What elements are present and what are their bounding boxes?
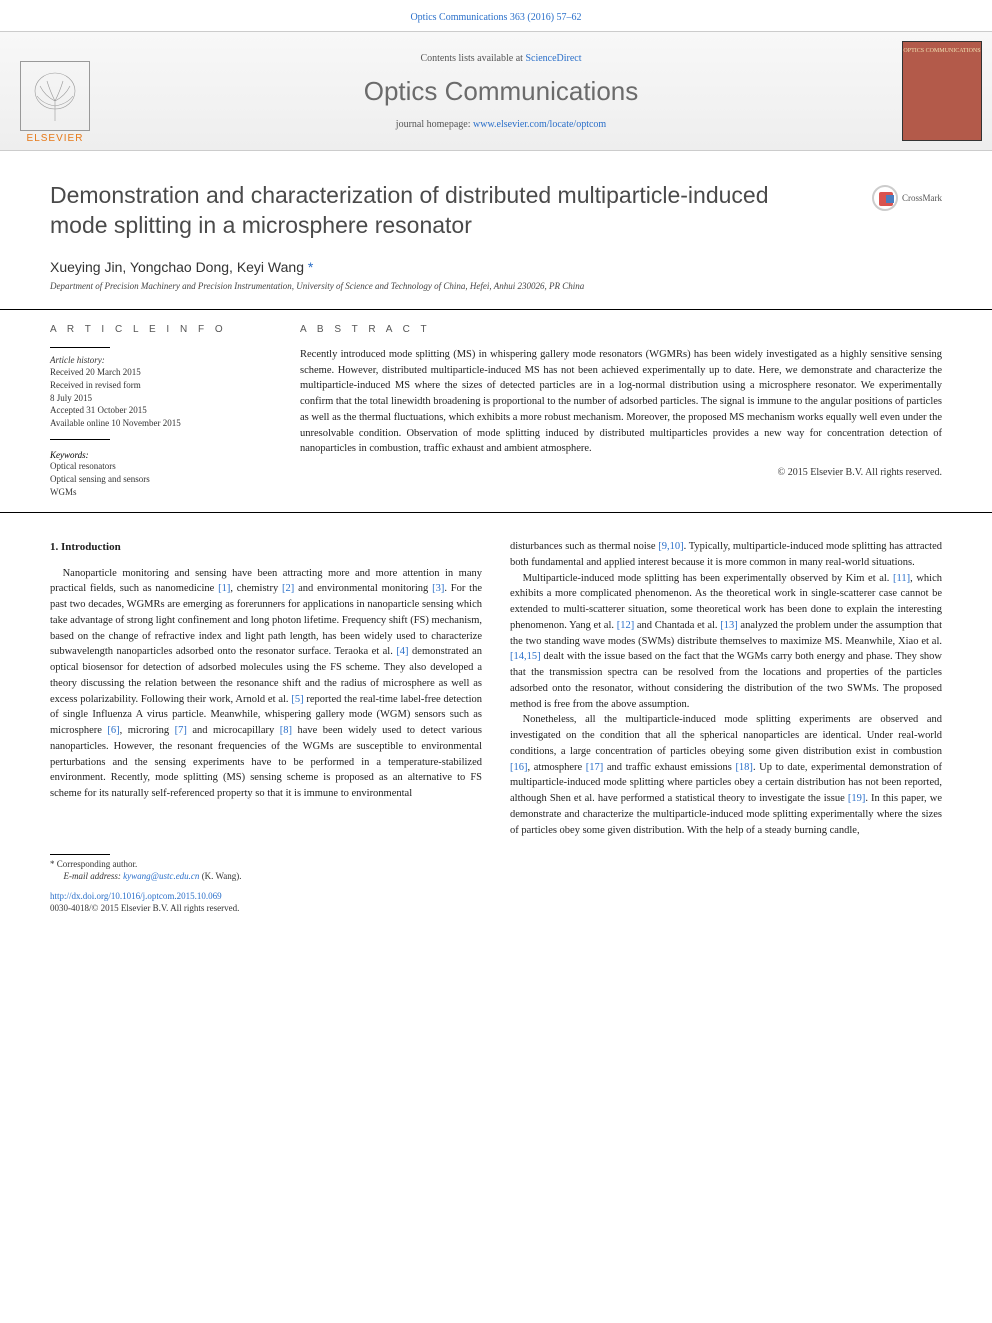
citation-ref[interactable]: [4] [396, 646, 408, 657]
history-line: Accepted 31 October 2015 [50, 405, 147, 415]
citation-ref[interactable]: [9,10] [658, 541, 683, 552]
meta-row: A R T I C L E I N F O Article history: R… [0, 309, 992, 513]
body-col-left: 1. Introduction Nanoparticle monitoring … [50, 539, 482, 838]
citation-ref[interactable]: [12] [617, 620, 635, 631]
homepage-link[interactable]: www.elsevier.com/locate/optcom [473, 119, 606, 130]
contents-prefix: Contents lists available at [420, 53, 525, 64]
citation-ref[interactable]: [19] [848, 793, 866, 804]
abstract-heading: A B S T R A C T [300, 324, 942, 335]
email-line: E-mail address: kywang@ustc.edu.cn (K. W… [50, 871, 942, 881]
footer-rule [50, 854, 110, 855]
article-title: Demonstration and characterization of di… [50, 181, 830, 241]
history-label: Article history: [50, 355, 105, 365]
body-paragraph: Nanoparticle monitoring and sensing have… [50, 566, 482, 802]
body-paragraph: Multiparticle-induced mode splitting has… [510, 571, 942, 713]
header-citation: Optics Communications 363 (2016) 57–62 [0, 0, 992, 31]
elsevier-logo: ELSEVIER [20, 61, 90, 144]
authors-text: Xueying Jin, Yongchao Dong, Keyi Wang [50, 259, 304, 275]
body-columns: 1. Introduction Nanoparticle monitoring … [0, 513, 992, 838]
citation-ref[interactable]: [16] [510, 762, 528, 773]
keyword: Optical sensing and sensors [50, 474, 150, 484]
contents-line: Contents lists available at ScienceDirec… [420, 53, 581, 64]
email-suffix: (K. Wang). [199, 871, 241, 881]
banner-right: OPTICS COMMUNICATIONS [892, 32, 992, 150]
citation-ref[interactable]: [3] [432, 583, 444, 594]
citation-ref[interactable]: [6] [107, 725, 119, 736]
corresponding-marker[interactable]: * [308, 259, 313, 275]
info-rule [50, 347, 110, 348]
issn-line: 0030-4018/© 2015 Elsevier B.V. All right… [50, 903, 942, 913]
article-info-block: A R T I C L E I N F O Article history: R… [50, 310, 280, 512]
history-line: Received 20 March 2015 [50, 367, 141, 377]
body-paragraph: disturbances such as thermal noise [9,10… [510, 539, 942, 571]
elsevier-tree-icon [20, 61, 90, 131]
publisher-logo-block: ELSEVIER [0, 32, 110, 150]
citation-ref[interactable]: [13] [720, 620, 738, 631]
banner-center: Contents lists available at ScienceDirec… [110, 32, 892, 150]
email-link[interactable]: kywang@ustc.edu.cn [123, 871, 199, 881]
citation-ref[interactable]: [7] [175, 725, 187, 736]
citation-ref[interactable]: [5] [291, 694, 303, 705]
keyword: WGMs [50, 487, 77, 497]
journal-banner: ELSEVIER Contents lists available at Sci… [0, 31, 992, 151]
section-heading: 1. Introduction [50, 539, 482, 556]
abstract-block: A B S T R A C T Recently introduced mode… [280, 310, 942, 512]
homepage-line: journal homepage: www.elsevier.com/locat… [396, 119, 606, 130]
history-line: Received in revised form [50, 380, 141, 390]
info-heading: A R T I C L E I N F O [50, 324, 260, 335]
homepage-prefix: journal homepage: [396, 119, 473, 130]
citation-ref[interactable]: [11] [893, 573, 910, 584]
cover-text: OPTICS COMMUNICATIONS [903, 48, 980, 55]
authors-line: Xueying Jin, Yongchao Dong, Keyi Wang * [0, 251, 992, 279]
keywords-list: Optical resonators Optical sensing and s… [50, 460, 260, 498]
corresponding-note: * Corresponding author. [50, 859, 942, 869]
crossmark-icon [872, 185, 898, 211]
body-col-right: disturbances such as thermal noise [9,10… [510, 539, 942, 838]
crossmark-label: CrossMark [902, 193, 942, 203]
keywords-rule [50, 439, 110, 440]
title-section: Demonstration and characterization of di… [0, 151, 992, 251]
email-label: E-mail address: [64, 871, 124, 881]
body-paragraph: Nonetheless, all the multiparticle-induc… [510, 712, 942, 838]
sciencedirect-link[interactable]: ScienceDirect [525, 53, 581, 64]
footer-block: * Corresponding author. E-mail address: … [0, 838, 992, 933]
citation-ref[interactable]: [14,15] [510, 651, 541, 662]
citation-ref[interactable]: [2] [282, 583, 294, 594]
citation-ref[interactable]: [18] [735, 762, 753, 773]
affiliation: Department of Precision Machinery and Pr… [0, 279, 992, 309]
article-history: Article history: Received 20 March 2015 … [50, 354, 260, 430]
keywords-label: Keywords: [50, 450, 260, 460]
abstract-text: Recently introduced mode splitting (MS) … [300, 347, 942, 457]
journal-name: Optics Communications [364, 76, 639, 107]
journal-cover: OPTICS COMMUNICATIONS [902, 41, 982, 141]
citation-ref[interactable]: [8] [280, 725, 292, 736]
crossmark-badge[interactable]: CrossMark [872, 185, 942, 211]
citation-ref[interactable]: [1] [218, 583, 230, 594]
keyword: Optical resonators [50, 461, 116, 471]
doi-link[interactable]: http://dx.doi.org/10.1016/j.optcom.2015.… [50, 891, 222, 901]
abstract-copyright: © 2015 Elsevier B.V. All rights reserved… [300, 467, 942, 478]
citation-link[interactable]: Optics Communications 363 (2016) 57–62 [410, 12, 581, 23]
history-line: 8 July 2015 [50, 393, 92, 403]
history-line: Available online 10 November 2015 [50, 418, 181, 428]
citation-ref[interactable]: [17] [586, 762, 604, 773]
doi-line: http://dx.doi.org/10.1016/j.optcom.2015.… [50, 891, 942, 901]
publisher-name: ELSEVIER [27, 133, 84, 144]
